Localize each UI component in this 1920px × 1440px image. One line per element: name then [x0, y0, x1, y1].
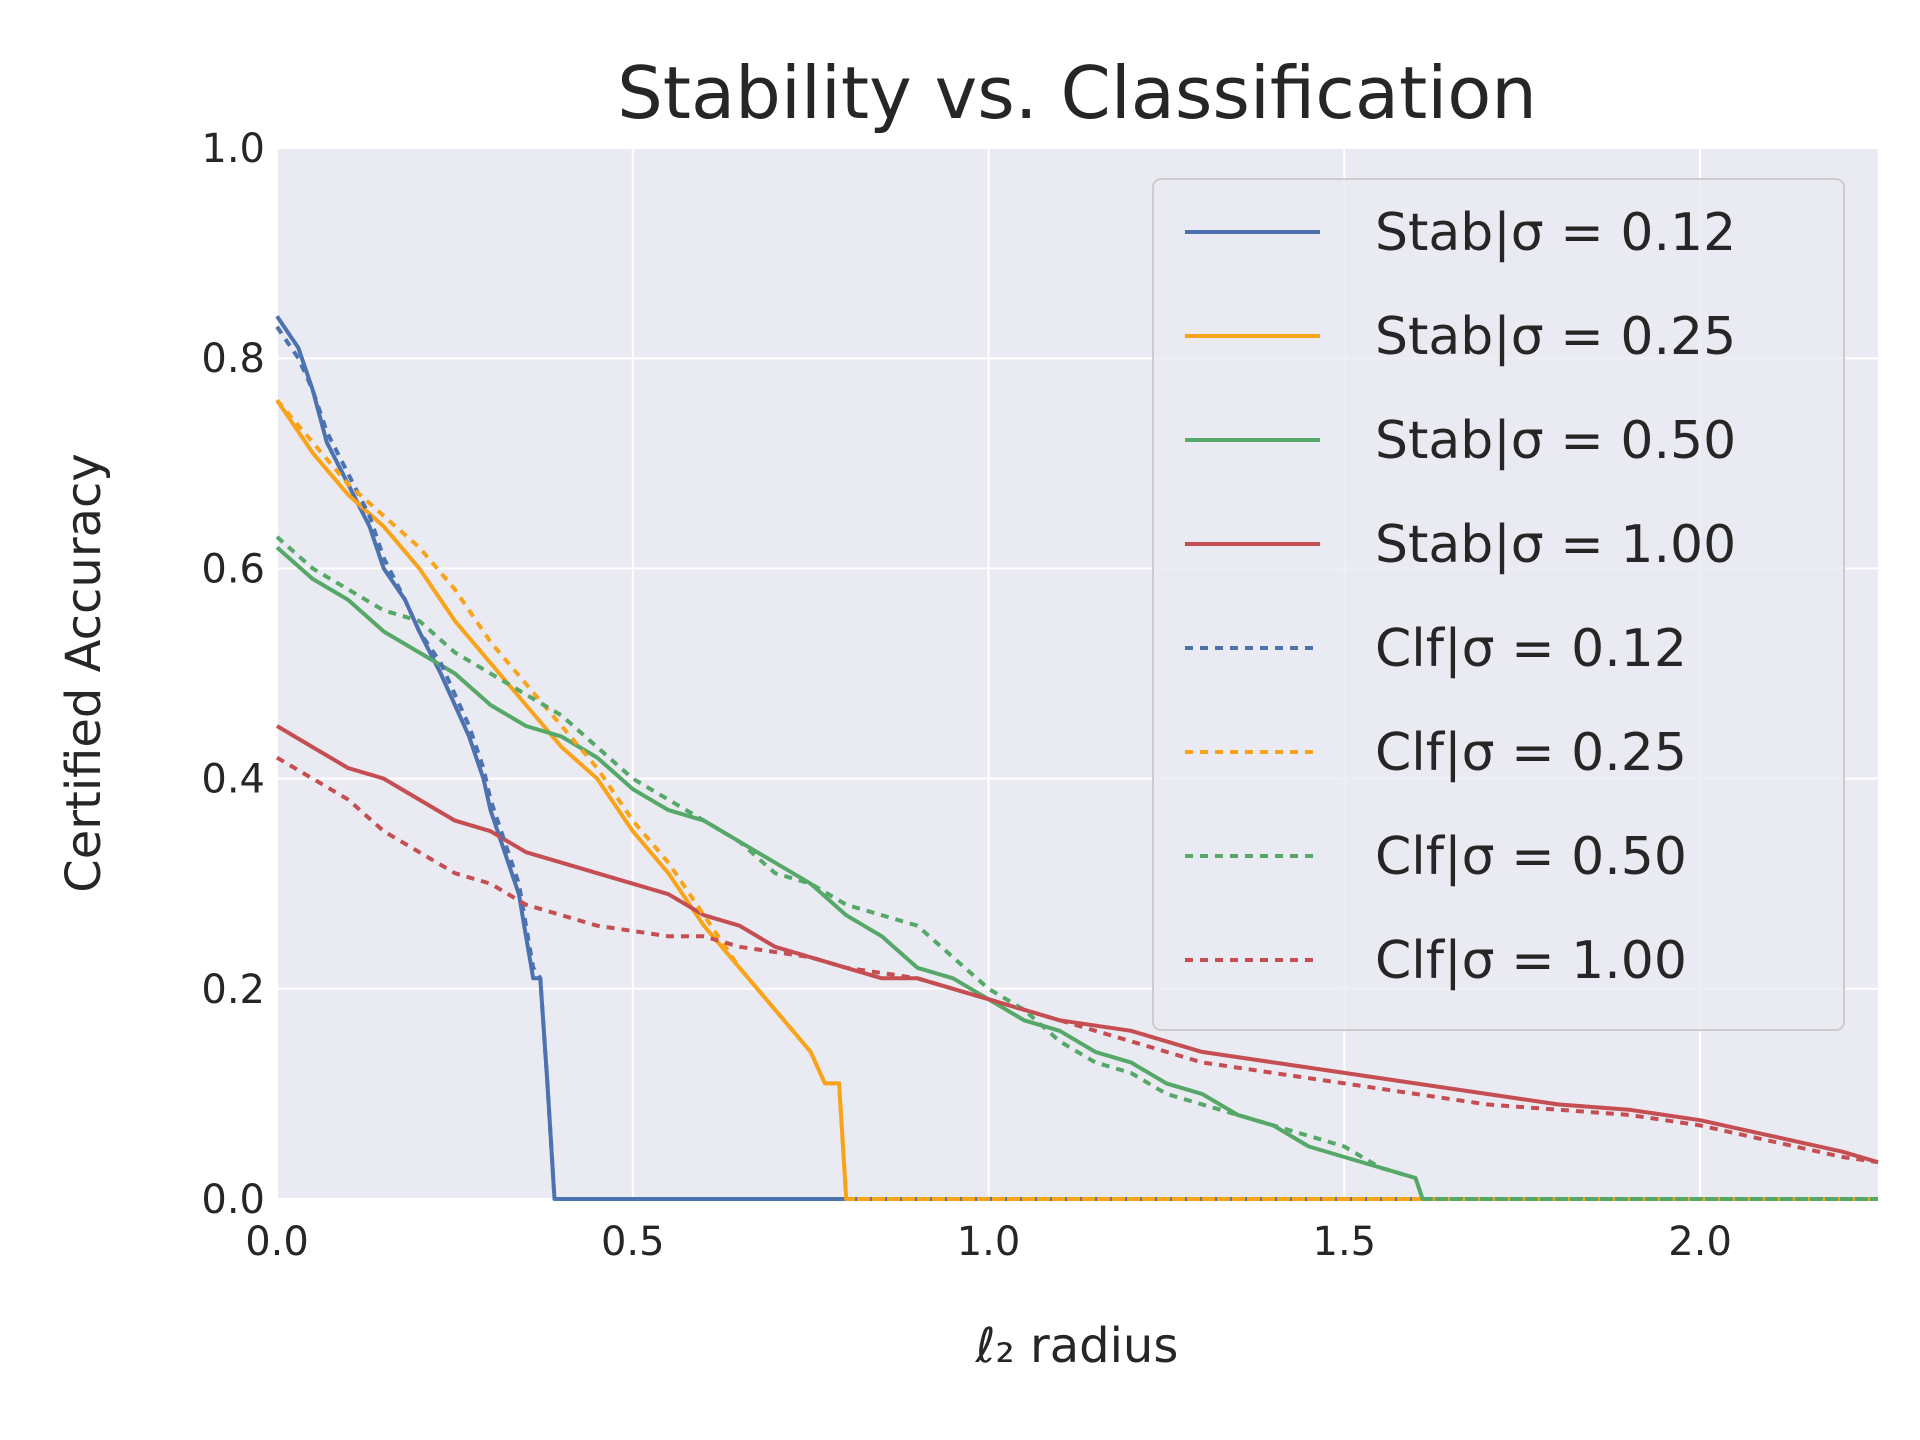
legend-label: Stab|σ = 1.00 — [1375, 515, 1736, 575]
y-tick-label: 0.2 — [201, 967, 265, 1013]
series-line-clf-0-50 — [275, 535, 1878, 1201]
x-axis-title: ℓ₂ radius — [975, 1318, 1179, 1374]
legend-label: Stab|σ = 0.50 — [1375, 411, 1736, 471]
series-line-clf-0-12 — [275, 325, 1878, 1201]
x-tick-label: 2.0 — [1668, 1219, 1732, 1265]
y-tick-label: 0.8 — [201, 336, 265, 382]
legend: Stab|σ = 0.12 Stab|σ = 0.25 Stab|σ = 0.50 S… — [1152, 178, 1845, 1031]
y-axis-title: Certified Accuracy — [56, 453, 112, 893]
y-tick-label: 0.6 — [201, 546, 265, 592]
legend-label: Stab|σ = 0.12 — [1375, 203, 1736, 263]
legend-label: Clf|σ = 0.50 — [1375, 827, 1687, 887]
x-tick-label: 0.0 — [245, 1219, 309, 1265]
legend-label: Clf|σ = 0.25 — [1375, 723, 1687, 783]
series-line-stab-0-50 — [275, 545, 1878, 1201]
series-line-clf-1-00 — [275, 755, 1879, 1165]
series-layer — [275, 315, 1879, 1201]
legend-label: Clf|σ = 0.12 — [1375, 619, 1687, 679]
chart-title: Stability vs. Classification — [617, 51, 1537, 135]
y-tick-labels: 0.0 0.2 0.4 0.6 0.8 1.0 — [201, 126, 265, 1223]
x-tick-label: 1.5 — [1313, 1219, 1377, 1265]
y-tick-label: 0.0 — [201, 1177, 265, 1223]
legend-box — [1152, 178, 1845, 1031]
legend-label: Clf|σ = 1.00 — [1375, 931, 1687, 991]
x-tick-labels: 0.0 0.5 1.0 1.5 2.0 — [245, 1219, 1732, 1265]
series-line-stab-0-12 — [275, 315, 1878, 1201]
series-line-stab-1-00 — [275, 724, 1879, 1165]
y-tick-label: 0.4 — [201, 757, 265, 803]
x-tick-label: 1.0 — [957, 1219, 1021, 1265]
y-tick-label: 1.0 — [201, 126, 265, 172]
series-line-clf-0-25 — [275, 398, 1878, 1201]
x-tick-label: 0.5 — [601, 1219, 665, 1265]
legend-label: Stab|σ = 0.25 — [1375, 307, 1736, 367]
